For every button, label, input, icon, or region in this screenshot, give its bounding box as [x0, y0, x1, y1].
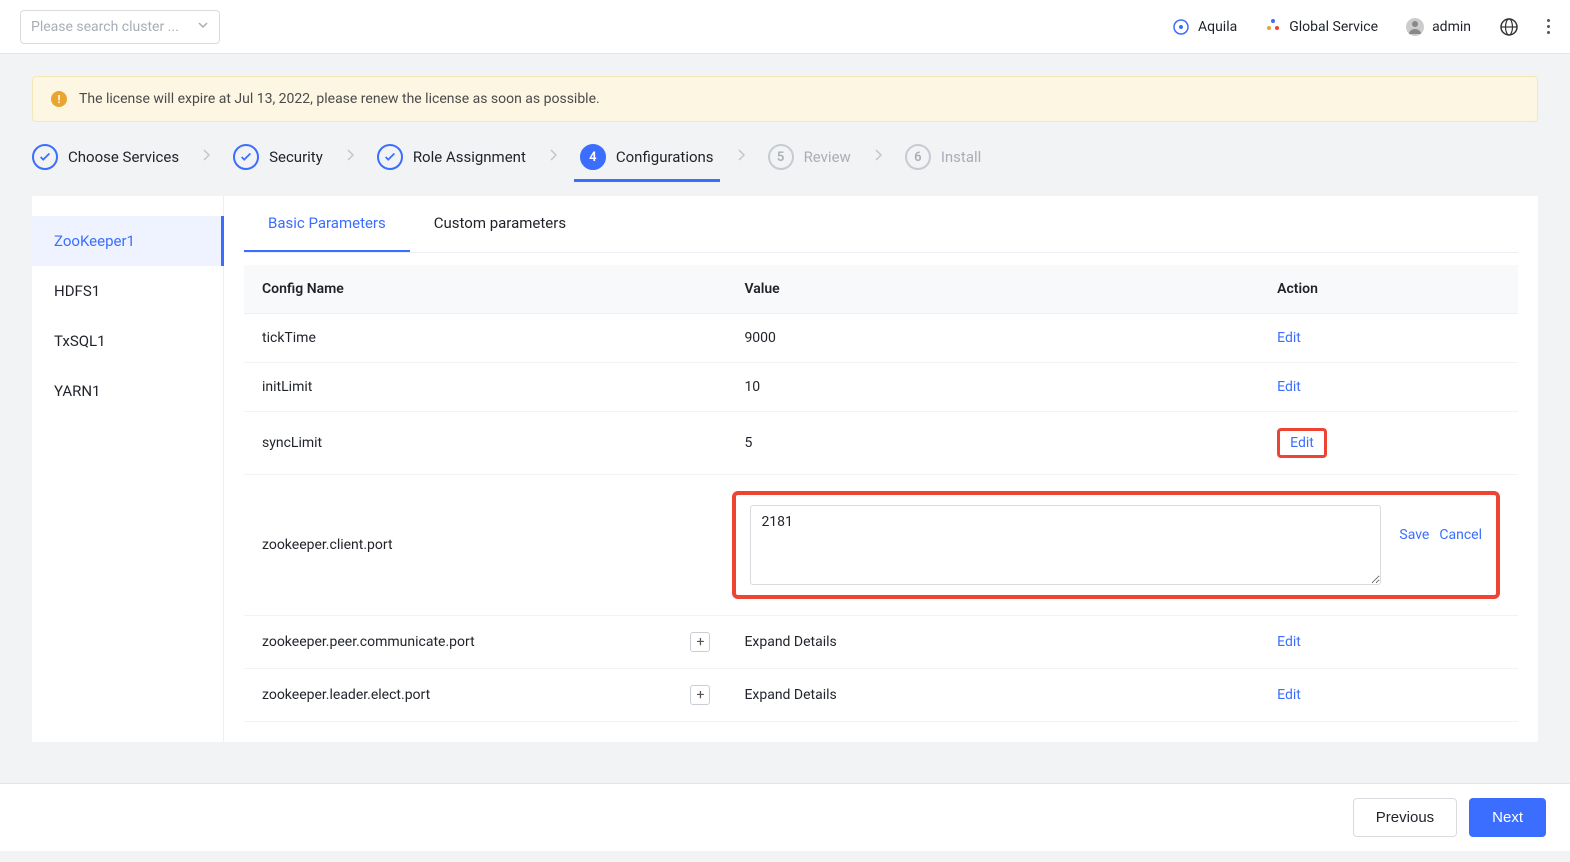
tab-basic-parameters[interactable]: Basic Parameters: [244, 196, 410, 252]
global-service-icon: [1265, 17, 1281, 37]
cluster-search-select[interactable]: Please search cluster ...: [20, 10, 220, 44]
step-number: 5: [768, 144, 794, 170]
step-security[interactable]: Security: [233, 144, 323, 170]
tab-custom-parameters[interactable]: Custom parameters: [410, 196, 590, 252]
config-name: initLimit: [262, 379, 732, 395]
step-label: Choose Services: [68, 148, 179, 166]
sidebar-item-yarn[interactable]: YARN1: [32, 366, 223, 416]
edit-actions: Save Cancel: [1399, 505, 1482, 543]
check-icon: [377, 144, 403, 170]
search-placeholder: Please search cluster ...: [31, 19, 179, 35]
step-review[interactable]: 5 Review: [768, 144, 851, 170]
config-subtabs: Basic Parameters Custom parameters: [244, 196, 1518, 253]
service-sidebar: ZooKeeper1 HDFS1 TxSQL1 YARN1: [32, 196, 224, 742]
table-header: Config Name Value Action: [244, 265, 1518, 314]
aquila-label: Aquila: [1198, 19, 1237, 35]
chevron-right-icon: [548, 148, 558, 166]
step-label: Role Assignment: [413, 148, 526, 166]
config-name: tickTime: [262, 330, 732, 346]
edit-button[interactable]: Edit: [1277, 379, 1301, 395]
step-label: Install: [941, 148, 981, 166]
step-label: Security: [269, 148, 323, 166]
config-name: zookeeper.client.port: [262, 537, 732, 553]
table-row-editing: zookeeper.client.port Save Cancel: [244, 475, 1518, 616]
cancel-button[interactable]: Cancel: [1439, 527, 1482, 543]
check-icon: [32, 144, 58, 170]
expand-icon[interactable]: +: [690, 632, 710, 652]
col-action: Action: [1277, 281, 1500, 297]
content-area: ! The license will expire at Jul 13, 202…: [0, 54, 1570, 862]
config-value: 10: [732, 379, 1277, 395]
config-table: Config Name Value Action tickTime 9000 E…: [244, 265, 1518, 722]
language-icon[interactable]: [1499, 17, 1519, 37]
expand-icon[interactable]: +: [690, 685, 710, 705]
user-menu[interactable]: admin: [1406, 18, 1471, 36]
user-icon: [1406, 18, 1424, 36]
wizard-steps: Choose Services Security Role Assignment…: [32, 144, 1538, 170]
wizard-footer: Previous Next: [0, 783, 1570, 851]
table-row: initLimit 10 Edit: [244, 363, 1518, 412]
highlight-box: Save Cancel: [732, 491, 1500, 599]
topbar-right: Aquila Global Service admin: [1172, 17, 1550, 37]
config-name: syncLimit: [262, 435, 732, 451]
step-number: 6: [905, 144, 931, 170]
topbar: Please search cluster ... Aquila Global …: [0, 0, 1570, 54]
table-row: syncLimit 5 Edit: [244, 412, 1518, 475]
warning-icon: !: [51, 91, 67, 107]
edit-button[interactable]: Edit: [1277, 330, 1301, 346]
license-warning-banner: ! The license will expire at Jul 13, 202…: [32, 76, 1538, 122]
chevron-down-icon: [197, 19, 209, 35]
highlight-box: Edit: [1277, 428, 1327, 458]
global-service-label: Global Service: [1289, 19, 1378, 35]
chevron-right-icon: [201, 148, 211, 166]
step-label: Configurations: [616, 148, 714, 166]
config-value: Expand Details: [732, 634, 1277, 650]
next-button[interactable]: Next: [1469, 798, 1546, 837]
config-value-input[interactable]: [750, 505, 1381, 585]
step-choose-services[interactable]: Choose Services: [32, 144, 179, 170]
col-value: Value: [732, 281, 1277, 297]
save-button[interactable]: Save: [1399, 527, 1429, 543]
previous-button[interactable]: Previous: [1353, 798, 1457, 837]
chevron-right-icon: [873, 148, 883, 166]
step-number: 4: [580, 144, 606, 170]
sidebar-item-txsql[interactable]: TxSQL1: [32, 316, 223, 366]
step-install[interactable]: 6 Install: [905, 144, 981, 170]
col-config-name: Config Name: [262, 281, 732, 297]
user-label: admin: [1432, 19, 1471, 35]
config-value: Expand Details: [732, 687, 1277, 703]
config-value: 5: [732, 435, 1277, 451]
step-configurations[interactable]: 4 Configurations: [580, 144, 714, 170]
config-name: zookeeper.peer.communicate.port +: [262, 632, 732, 652]
table-row: tickTime 9000 Edit: [244, 314, 1518, 363]
sidebar-item-zookeeper[interactable]: ZooKeeper1: [32, 216, 224, 266]
table-row: zookeeper.leader.elect.port + Expand Det…: [244, 669, 1518, 722]
config-name: zookeeper.leader.elect.port +: [262, 685, 732, 705]
aquila-icon: [1172, 18, 1190, 36]
step-label: Review: [804, 148, 851, 166]
more-menu[interactable]: [1547, 19, 1550, 34]
chevron-right-icon: [345, 148, 355, 166]
aquila-link[interactable]: Aquila: [1172, 18, 1237, 36]
table-row: zookeeper.peer.communicate.port + Expand…: [244, 616, 1518, 669]
config-name-text: zookeeper.leader.elect.port: [262, 687, 430, 703]
chevron-right-icon: [736, 148, 746, 166]
warning-text: The license will expire at Jul 13, 2022,…: [79, 91, 600, 107]
config-value: 9000: [732, 330, 1277, 346]
sidebar-item-hdfs[interactable]: HDFS1: [32, 266, 223, 316]
config-main: Basic Parameters Custom parameters Confi…: [224, 196, 1538, 742]
edit-button[interactable]: Edit: [1290, 435, 1314, 451]
edit-button[interactable]: Edit: [1277, 634, 1301, 650]
step-role-assignment[interactable]: Role Assignment: [377, 144, 526, 170]
global-service-link[interactable]: Global Service: [1265, 17, 1378, 37]
check-icon: [233, 144, 259, 170]
config-name-text: zookeeper.peer.communicate.port: [262, 634, 475, 650]
config-panel: ZooKeeper1 HDFS1 TxSQL1 YARN1 Basic Para…: [32, 196, 1538, 742]
edit-button[interactable]: Edit: [1277, 687, 1301, 703]
